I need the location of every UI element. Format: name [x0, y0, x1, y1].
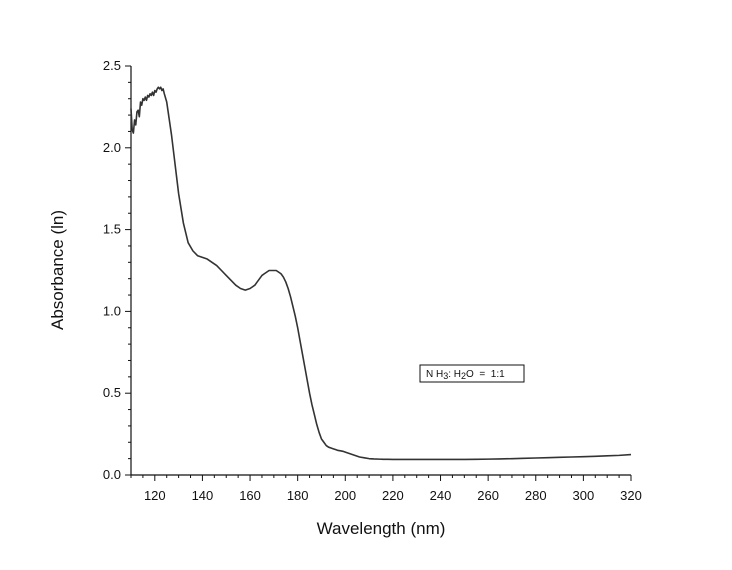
- y-axis: 0.0 0.5 1.0 1.5 2.0 2.5: [103, 58, 131, 482]
- annotation-segment: : H: [448, 369, 461, 380]
- x-tick-label: 140: [192, 488, 214, 503]
- y-axis-title: Absorbance (ln): [48, 210, 67, 330]
- annotation-segment: N H: [426, 369, 443, 380]
- x-axis-title: Wavelength (nm): [317, 519, 446, 538]
- x-tick-label: 260: [477, 488, 499, 503]
- y-tick-label: 1.5: [103, 222, 121, 237]
- annotation-segment: O = 1:1: [466, 369, 505, 380]
- x-tick-label: 240: [430, 488, 452, 503]
- y-tick-label: 2.0: [103, 140, 121, 155]
- x-tick-label: 200: [334, 488, 356, 503]
- x-tick-label: 220: [382, 488, 404, 503]
- x-tick-label: 120: [144, 488, 166, 503]
- y-tick-label: 0.0: [103, 467, 121, 482]
- annotation-label: N H3: H2O = 1:1: [426, 369, 505, 381]
- series-line: [130, 86, 632, 461]
- x-tick-label: 180: [287, 488, 309, 503]
- y-tick-label: 1.0: [103, 303, 121, 318]
- x-tick-label: 160: [239, 488, 261, 503]
- x-tick-label: 320: [620, 488, 642, 503]
- x-tick-label: 280: [525, 488, 547, 503]
- y-tick-label: 2.5: [103, 58, 121, 73]
- x-tick-label: 300: [573, 488, 595, 503]
- x-axis: 120 140 160 180 200 220 240 260 280 300 320: [130, 475, 642, 503]
- series-layer: [130, 86, 632, 461]
- plot-frame: [130, 66, 631, 476]
- annotation-subscript: 3: [443, 371, 448, 381]
- annotation-box: N H3: H2O = 1:1: [419, 364, 525, 383]
- annotation-border: [419, 364, 525, 383]
- annotation-subscript: 2: [461, 371, 466, 381]
- y-tick-label: 0.5: [103, 385, 121, 400]
